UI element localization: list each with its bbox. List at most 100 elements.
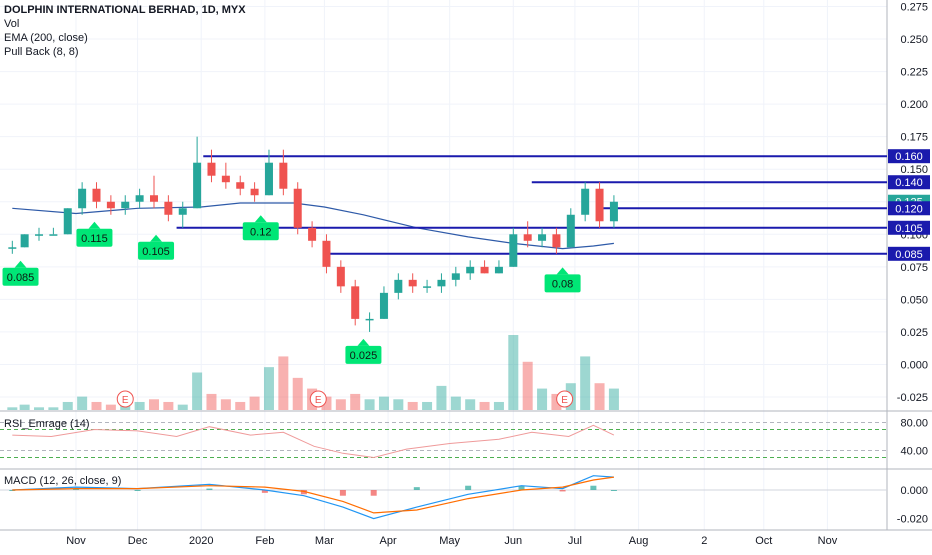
- candle-body: [394, 279, 403, 293]
- candle-body: [480, 266, 489, 274]
- earnings-marker-label: E: [561, 395, 568, 406]
- candle-body: [264, 162, 273, 196]
- candle-body: [207, 162, 216, 176]
- candle-body: [236, 182, 245, 189]
- candle-body: [423, 286, 432, 288]
- candle-body: [35, 234, 44, 236]
- badge-label: 0.115: [81, 233, 108, 245]
- candle-body: [351, 286, 360, 319]
- candle-body: [221, 175, 230, 183]
- volume-bar: [19, 404, 30, 410]
- price-label-box: [888, 175, 930, 190]
- candle-body: [523, 234, 532, 241]
- x-tick-label: 2020: [189, 535, 213, 547]
- badge-label: 0.08: [552, 278, 573, 290]
- candle-body: [92, 188, 101, 202]
- volume-bar: [91, 401, 102, 410]
- volume-bar: [378, 396, 389, 410]
- rsi-pane-label[interactable]: RSI_Emrage (14): [4, 418, 90, 430]
- candle-body: [149, 195, 158, 202]
- rsi-tick-label: 40.00: [900, 446, 928, 458]
- badge-pointer: [14, 260, 27, 268]
- candle-body: [178, 208, 187, 215]
- volume-bar: [34, 407, 45, 410]
- macd-histogram-bar: [559, 490, 566, 492]
- x-tick-label: Aug: [629, 535, 649, 547]
- candle-body: [538, 234, 547, 241]
- volume-bar: [134, 401, 145, 410]
- badge-box: [345, 345, 382, 364]
- volume-bar: [594, 383, 605, 410]
- badge-pointer: [357, 338, 370, 346]
- candle-body: [365, 318, 374, 321]
- symbol-title[interactable]: DOLPHIN INTERNATIONAL BERHAD, 1D, MYX: [4, 4, 246, 16]
- badge-box: [76, 228, 113, 247]
- indicator-vol[interactable]: Vol: [4, 18, 20, 30]
- price-label-text: 0.140: [895, 177, 923, 189]
- y-tick-label: 0.025: [900, 327, 928, 339]
- rsi-tick-label: 80.00: [900, 418, 928, 430]
- candle-body: [322, 240, 331, 267]
- macd-histogram-bar: [261, 490, 268, 493]
- macd-histogram-bar: [370, 490, 377, 496]
- volume-bar: [177, 404, 188, 410]
- chart-legend: DOLPHIN INTERNATIONAL BERHAD, 1D, MYX Vo…: [4, 3, 246, 59]
- badge-box: [242, 222, 279, 241]
- badge-label: 0.085: [7, 272, 35, 284]
- candle-body: [509, 234, 518, 267]
- volume-bar: [393, 399, 404, 410]
- volume-bar: [335, 399, 346, 410]
- volume-bar: [608, 388, 619, 410]
- candle-body: [8, 247, 17, 249]
- candle-body: [494, 266, 503, 274]
- macd-histogram-bar: [465, 485, 472, 490]
- badge-box: [2, 267, 39, 286]
- volume-bar: [48, 407, 59, 410]
- price-label-box: [888, 246, 930, 261]
- candle-body: [63, 208, 72, 235]
- volume-bar: [508, 335, 519, 410]
- volume-bar: [192, 372, 203, 410]
- y-tick-label: 0.175: [900, 132, 928, 144]
- candle-body: [379, 292, 388, 319]
- price-label-text: 0.120: [895, 203, 923, 215]
- volume-bar: [422, 401, 433, 410]
- candle-body: [78, 188, 87, 209]
- volume-bar: [105, 404, 116, 410]
- candle-body: [437, 279, 446, 287]
- volume-bar: [249, 396, 260, 410]
- macd-histogram-bar: [134, 490, 141, 491]
- macd-pane-label[interactable]: MACD (12, 26, close, 9): [4, 475, 122, 487]
- macd-histogram-bar: [590, 485, 597, 490]
- indicator-ema[interactable]: EMA (200, close): [4, 32, 88, 44]
- x-tick-label: Jul: [568, 535, 582, 547]
- volume-bar: [479, 401, 490, 410]
- macd-histogram-bar: [300, 490, 307, 495]
- candle-body: [595, 188, 604, 222]
- y-tick-label: 0.150: [900, 164, 928, 176]
- y-tick-label: 0.250: [900, 34, 928, 46]
- volume-bar: [580, 356, 591, 410]
- earnings-marker: [116, 390, 134, 408]
- candle-body: [466, 266, 475, 274]
- volume-bar: [235, 401, 246, 410]
- indicator-pullback[interactable]: Pull Back (8, 8): [4, 46, 79, 58]
- macd-histogram-bar: [610, 490, 617, 491]
- volume-bar: [407, 401, 418, 410]
- y-tick-label: 0.075: [900, 262, 928, 274]
- volume-bar: [206, 393, 217, 410]
- earnings-marker-label: E: [315, 395, 322, 406]
- ema200-line: [12, 202, 614, 250]
- y-tick-label: -0.025: [897, 392, 928, 404]
- y-tick-label: 0.050: [900, 294, 928, 306]
- macd-signal-line: [12, 476, 614, 514]
- badge-pointer: [150, 234, 163, 242]
- macd-histogram-bar: [413, 487, 420, 490]
- candle-body: [135, 195, 144, 202]
- volume-bar: [350, 393, 361, 410]
- candle-body: [308, 227, 317, 241]
- volume-bar: [278, 356, 289, 410]
- candle-body: [250, 188, 259, 196]
- macd-histogram-bar: [518, 485, 525, 490]
